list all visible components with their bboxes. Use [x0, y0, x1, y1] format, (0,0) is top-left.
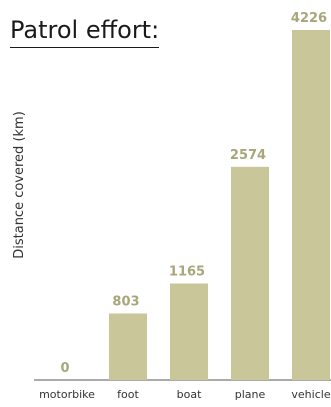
value-label-plane: 2574	[230, 148, 266, 163]
y-axis-label: Distance covered (km)	[12, 111, 27, 259]
value-label-motorbike: 0	[60, 361, 69, 376]
bar-foot	[109, 313, 147, 380]
bar-plane	[231, 166, 269, 380]
value-label-vehicle: 4226	[291, 11, 327, 26]
x-tick-label-boat: boat	[177, 388, 202, 401]
value-label-boat: 1165	[169, 265, 205, 280]
value-label-foot: 803	[112, 294, 139, 309]
chart-title: Patrol effort:	[10, 16, 160, 48]
x-tick-label-vehicle: vehicle	[291, 388, 330, 401]
x-tick-label-plane: plane	[235, 388, 266, 401]
bars-group: 0 motorbike 803 foot 1165 boat 2574 plane 4226 ve…	[39, 11, 331, 401]
bar-vehicle	[292, 30, 330, 380]
bar-boat	[170, 283, 208, 380]
x-tick-label-foot: foot	[117, 388, 139, 401]
x-tick-label-motorbike: motorbike	[39, 388, 95, 401]
